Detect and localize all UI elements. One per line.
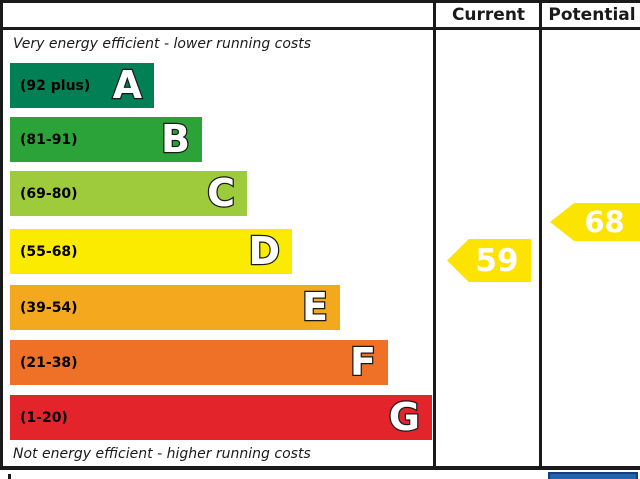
band-letter: G bbox=[388, 394, 422, 441]
potential-rating-value: 68 bbox=[584, 205, 625, 239]
potential-column-header: Potential bbox=[548, 5, 636, 25]
current-rating-arrow: 59 bbox=[447, 239, 531, 282]
potential-rating-arrow: 68 bbox=[550, 203, 640, 241]
band-letter: B bbox=[160, 116, 191, 163]
column-divider-potential bbox=[539, 3, 542, 469]
band-row-d: (55-68) D bbox=[10, 228, 292, 275]
band-letter: A bbox=[111, 62, 143, 109]
band-range-label: (1-20) bbox=[20, 409, 68, 426]
current-rating-value: 59 bbox=[475, 242, 519, 279]
band-range-label: (55-68) bbox=[20, 243, 78, 260]
band-range-label: (69-80) bbox=[20, 185, 78, 202]
column-divider-current bbox=[433, 3, 436, 469]
top-caption: Very energy efficient - lower running co… bbox=[13, 36, 311, 52]
band-letter: F bbox=[349, 339, 377, 386]
next-section-border-fragment bbox=[8, 474, 11, 479]
band-row-b: (81-91) B bbox=[10, 116, 202, 163]
band-row-g: (1-20) G bbox=[10, 394, 432, 441]
cut-off-blue-panel bbox=[548, 472, 638, 479]
band-letter: C bbox=[206, 170, 236, 217]
band-row-f: (21-38) F bbox=[10, 339, 388, 386]
band-range-label: (81-91) bbox=[20, 131, 78, 148]
bottom-caption: Not energy efficient - higher running co… bbox=[13, 446, 311, 462]
band-range-label: (92 plus) bbox=[20, 77, 91, 94]
band-row-a: (92 plus) A bbox=[10, 62, 154, 109]
band-row-e: (39-54) E bbox=[10, 284, 340, 331]
band-letter: E bbox=[301, 284, 329, 331]
band-range-label: (21-38) bbox=[20, 354, 78, 371]
band-letter: D bbox=[247, 228, 281, 275]
band-row-c: (69-80) C bbox=[10, 170, 247, 217]
band-range-label: (39-54) bbox=[20, 299, 78, 316]
table-header-row: Current Potential bbox=[3, 3, 640, 30]
current-column-header: Current bbox=[451, 5, 526, 25]
